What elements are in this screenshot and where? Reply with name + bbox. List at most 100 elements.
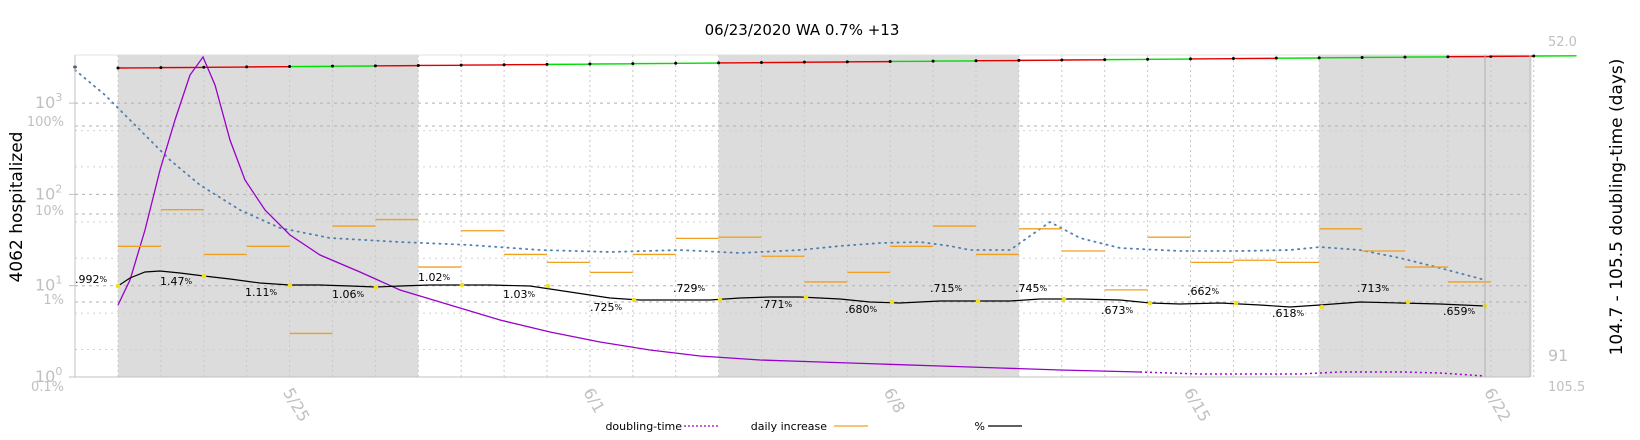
percent-line [115,270,1488,310]
percent-label: .729% [673,282,706,295]
top-point [974,59,978,63]
top-point [1360,55,1364,59]
top-point [1317,56,1321,60]
top-point [1403,55,1407,59]
percent-tick: 0.1% [31,380,64,395]
chart-title: 06/23/2020 WA 0.7% +13 [705,21,900,39]
top-point [1274,56,1278,60]
weekend-band-2 [1319,55,1532,377]
percent-label: 1.47% [160,275,193,288]
grid-lines [75,55,1535,378]
x-tick-label: 5/25 [279,385,313,426]
top-point [331,64,334,68]
percent-label: .680% [845,303,878,316]
percent-point [115,283,121,289]
percent-tick: 1% [43,293,64,308]
top-point [1189,57,1192,61]
y-log-tick: 103 [35,91,62,112]
top-point [717,61,721,65]
percent-point [975,298,981,304]
percent-label: 1.11% [245,286,278,299]
doubling-time-line [117,55,1486,377]
weekend-shading [118,55,1532,377]
y-log-tick: 101 [35,274,62,295]
percent-label: 1.03% [503,288,536,301]
percent-label: .713% [1357,282,1390,295]
right-axis-ticks: 52.0 91 105.5 [1548,35,1585,395]
trend-dotted-line [74,69,1486,281]
cumulative-top-line [73,54,1577,70]
doubling-time-dotted [1139,371,1486,377]
percent-point [1405,299,1411,305]
x-axis-ticks: 5/25 6/1 6/8 6/15 6/22 [279,385,1515,426]
percent-label: .659% [1443,305,1476,318]
trend-path [74,69,1486,281]
x-tick-label: 6/8 [880,385,909,417]
x-tick-label: 6/22 [1480,385,1514,426]
top-point [245,65,249,69]
top-point [674,61,678,65]
top-point [1103,58,1107,62]
x-tick-label: 6/1 [579,385,608,417]
percent-label: 1.06% [332,288,365,301]
right-tick: 52.0 [1548,35,1577,50]
legend-label: daily increase [751,420,827,433]
top-point [588,62,592,66]
top-point [802,60,806,64]
top-point [1060,58,1064,62]
top-point [116,66,120,70]
percent-label: .618% [1272,307,1305,320]
top-point [288,65,292,69]
percent-tick: 10% [35,204,64,219]
percent-point [201,273,207,279]
percent-point [373,284,379,290]
top-point [1446,55,1450,59]
top-point [888,59,892,63]
top-point [845,60,849,64]
percent-point [803,294,809,300]
legend-label: % [975,420,985,433]
percent-label: .715% [930,282,963,295]
top-point [1146,57,1150,61]
percent-label: .725% [590,301,623,314]
percent-point [545,283,551,289]
right-tick: 91 [1548,346,1568,365]
percent-point [631,297,637,303]
percent-label: .662% [1187,285,1220,298]
weekend-band-0 [118,55,419,377]
top-point [631,62,635,66]
top-point [159,66,163,70]
percent-path [117,270,1486,308]
top-point [1231,57,1235,61]
y-axis-label-left: 4062 hospitalized [7,132,27,283]
top-point [931,59,935,63]
percent-point [889,299,895,305]
axes [74,54,1531,378]
percent-point [459,282,465,288]
percent-label: .745% [1015,282,1048,295]
right-tick: 105.5 [1548,380,1585,395]
percent-point [1319,304,1325,310]
legend-label: doubling-time [605,420,682,433]
top-point [1489,54,1493,58]
weekend-band-1 [718,55,1019,377]
percent-point [1061,296,1067,302]
top-point [760,61,763,65]
percent-ticks: 100% 10% 1% 0.1% [27,115,64,395]
top-point [1532,54,1536,58]
percent-tick: 100% [27,115,64,130]
percent-point [1233,300,1239,306]
percent-label: .673% [1101,304,1134,317]
y-log-tick: 102 [35,182,62,203]
top-point [545,62,549,66]
top-point [416,63,420,67]
top-point [459,63,463,67]
daily-increase-bars [118,209,1491,335]
percent-label: .771% [760,298,793,311]
top-point [202,65,206,69]
top-point [1017,58,1021,62]
percent-data-labels: .992% 1.47% 1.11% 1.06% 1.02% 1.03% .725% .729%… [75,271,1476,320]
percent-label: 1.02% [418,271,451,284]
